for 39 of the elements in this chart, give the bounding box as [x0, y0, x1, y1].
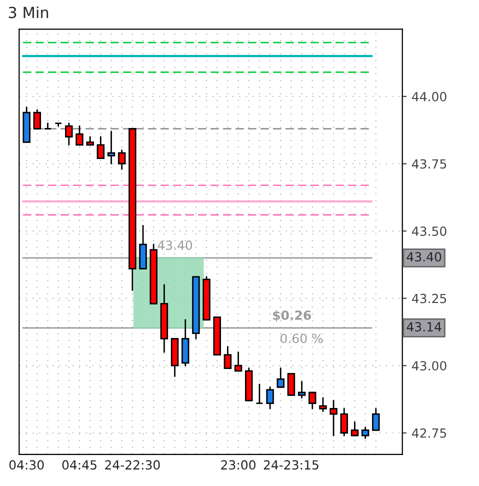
candlestick: [224, 346, 232, 369]
candlestick: [276, 368, 284, 388]
candlestick: [319, 397, 327, 412]
candlestick: [350, 421, 359, 436]
candlestick: [298, 381, 306, 399]
candlestick: [118, 150, 126, 170]
y-tick-label: 43.50: [412, 226, 446, 236]
candlestick: [287, 372, 296, 396]
y-tick-label: 43.00: [412, 361, 446, 371]
x-tick-label: 24-22:30: [105, 460, 160, 470]
candlestick: [107, 130, 116, 164]
candlestick: [33, 109, 42, 130]
candlestick: [330, 400, 338, 436]
y-tick-label: 42.75: [412, 428, 446, 438]
chart-title: 3 Min: [8, 6, 48, 18]
candlestick: [65, 122, 73, 146]
ref-line-label: 43.40: [406, 252, 442, 262]
candlestick: [76, 125, 84, 146]
annotation: 43.40: [158, 240, 192, 250]
y-tick-label: 43.75: [412, 159, 446, 169]
y-tick-label: 43.25: [412, 294, 446, 304]
candlestick: [96, 136, 105, 160]
candlestick: [340, 408, 348, 436]
candlestick: [308, 392, 316, 410]
x-tick-label: 04:45: [62, 460, 96, 470]
annotation: 0.60 %: [280, 334, 323, 344]
candlestick: [234, 351, 242, 372]
x-tick-label: 24-23:15: [264, 460, 318, 470]
annotation: $0.26: [273, 310, 311, 322]
candlestick: [266, 386, 274, 410]
x-tick-label: 23:00: [221, 460, 256, 470]
candlestick: [256, 384, 264, 404]
ref-line-label: 43.14: [406, 322, 442, 332]
candlestick: [54, 122, 62, 127]
candlestick: [361, 426, 370, 439]
y-tick-label: 44.00: [412, 92, 446, 102]
candlestick: [372, 408, 380, 431]
x-tick-label: 04:30: [9, 460, 44, 470]
candlestick: [44, 122, 52, 130]
